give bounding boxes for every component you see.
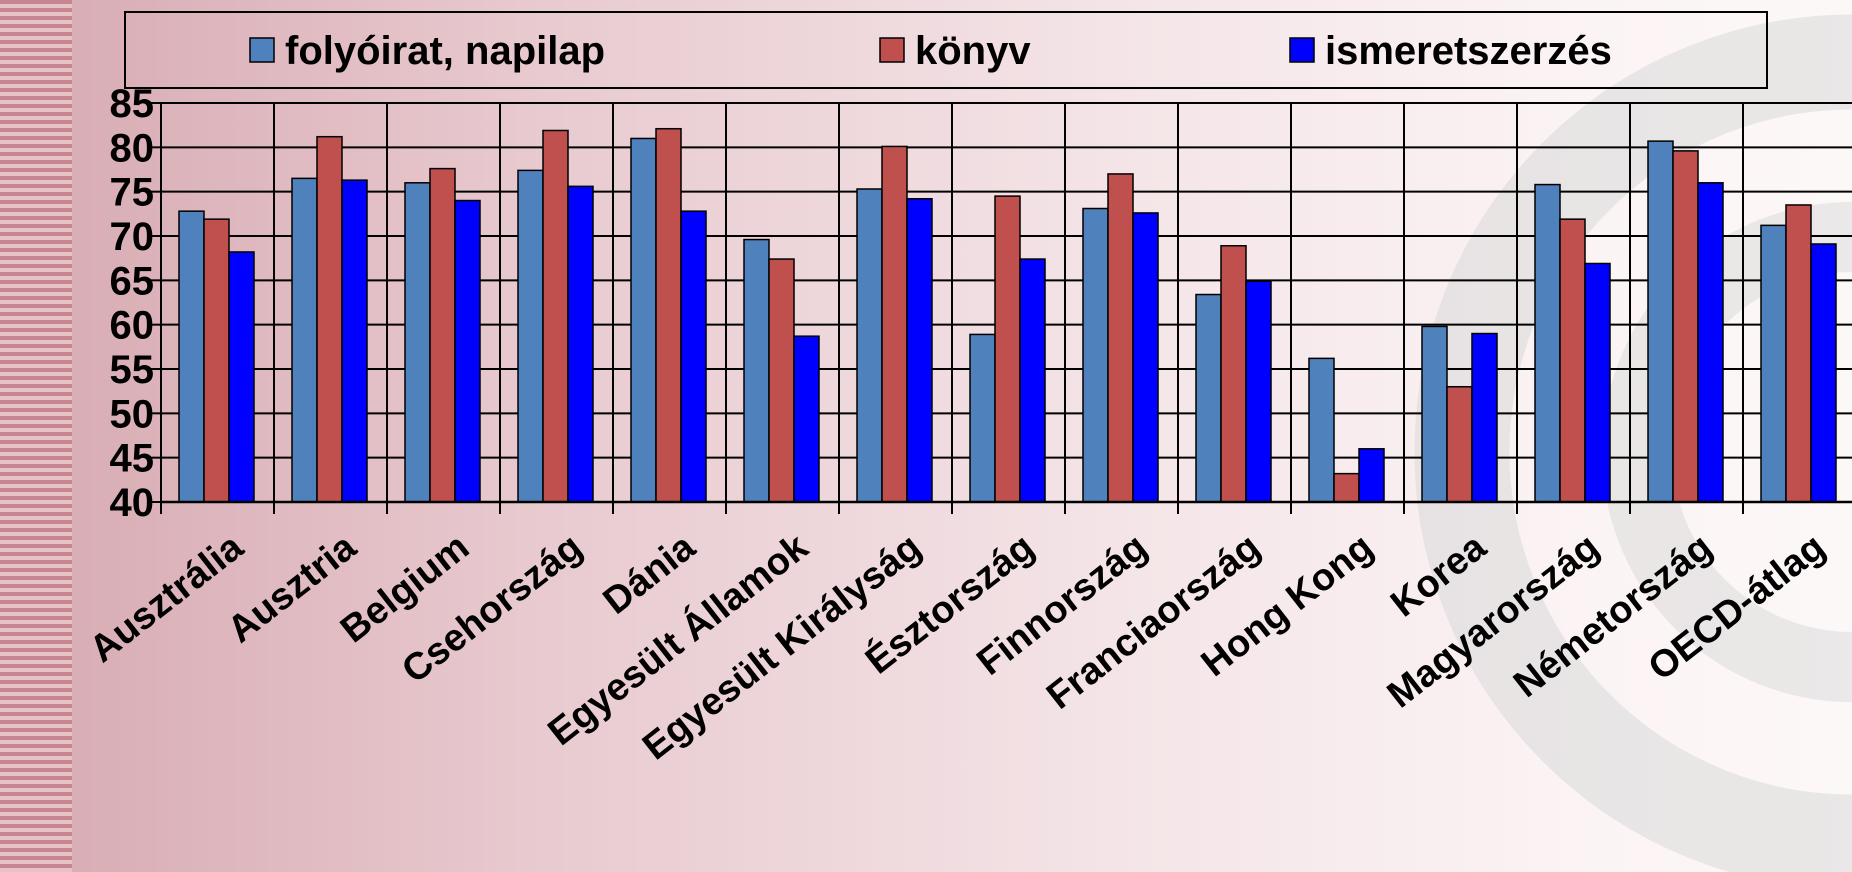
bar-könyv	[542, 129, 569, 503]
bar-ismeretszerzés	[906, 198, 933, 503]
y-tick-label: 70	[110, 215, 155, 259]
y-tick-label: 60	[110, 304, 155, 348]
bar-folyóirat, napilap	[856, 188, 883, 503]
bar-ismeretszerzés	[1358, 448, 1385, 503]
bar-könyv	[994, 195, 1021, 503]
bar-folyóirat, napilap	[178, 210, 205, 503]
bar-folyóirat, napilap	[969, 333, 996, 503]
bar-ismeretszerzés	[1019, 258, 1046, 503]
y-tick-label: 50	[110, 392, 155, 436]
bar-folyóirat, napilap	[1647, 140, 1674, 503]
y-tick-label: 40	[110, 481, 155, 525]
bar-ismeretszerzés	[1697, 182, 1724, 503]
bar-könyv	[881, 145, 908, 503]
bar-ismeretszerzés	[1471, 332, 1498, 503]
bar-ismeretszerzés	[1245, 280, 1272, 503]
bar-könyv	[1559, 218, 1586, 503]
bar-folyóirat, napilap	[1082, 207, 1109, 503]
y-tick-label: 55	[110, 348, 155, 392]
bar-ismeretszerzés	[454, 199, 481, 503]
bar-könyv	[1672, 150, 1699, 503]
bar-könyv	[316, 135, 343, 503]
legend-swatch	[879, 37, 905, 63]
bar-folyóirat, napilap	[1195, 293, 1222, 503]
y-tick-label: 85	[110, 82, 155, 126]
bar-ismeretszerzés	[1584, 262, 1611, 503]
y-tick-label: 75	[110, 171, 155, 215]
bar-könyv	[429, 167, 456, 503]
bar-folyóirat, napilap	[1421, 325, 1448, 503]
bar-folyóirat, napilap	[743, 238, 770, 503]
bar-ismeretszerzés	[1132, 212, 1159, 503]
bar-ismeretszerzés	[680, 210, 707, 503]
legend: folyóirat, napilap könyv ismeretszerzés	[124, 11, 1768, 89]
legend-box	[124, 11, 1768, 89]
bar-könyv	[768, 258, 795, 503]
bar-könyv	[1446, 385, 1473, 503]
x-tick-label: Ausztrália	[82, 525, 252, 670]
legend-label: folyóirat, napilap	[285, 29, 605, 73]
y-tick-label: 45	[110, 437, 155, 481]
legend-swatch	[1289, 37, 1315, 63]
bar-folyóirat, napilap	[1308, 357, 1335, 503]
bar-folyóirat, napilap	[1534, 183, 1561, 503]
bar-ismeretszerzés	[341, 179, 368, 503]
bar-ismeretszerzés	[793, 335, 820, 503]
bar-könyv	[1333, 472, 1360, 503]
legend-label: ismeretszerzés	[1325, 29, 1612, 73]
bar-könyv	[1107, 173, 1134, 503]
bar-folyóirat, napilap	[1760, 224, 1787, 503]
bar-ismeretszerzés	[567, 185, 594, 503]
bar-könyv	[203, 218, 230, 503]
y-tick-label: 65	[110, 259, 155, 303]
legend-swatch	[249, 37, 275, 63]
bar-ismeretszerzés	[228, 251, 255, 503]
bar-könyv	[655, 127, 682, 503]
legend-label: könyv	[915, 29, 1031, 73]
decorative-stripes	[0, 0, 72, 872]
bar-folyóirat, napilap	[630, 137, 657, 503]
y-tick-label: 80	[110, 126, 155, 170]
bar-ismeretszerzés	[1810, 243, 1837, 503]
bar-folyóirat, napilap	[517, 169, 544, 503]
bar-könyv	[1785, 204, 1812, 503]
bar-folyóirat, napilap	[291, 177, 318, 503]
bar-könyv	[1220, 245, 1247, 503]
bar-folyóirat, napilap	[404, 182, 431, 503]
